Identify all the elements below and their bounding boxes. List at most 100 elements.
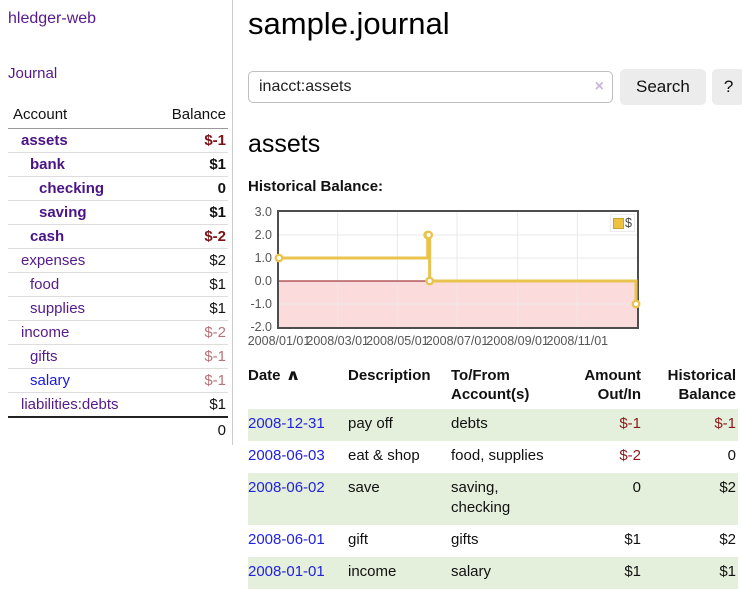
sidebar-item-journal[interactable]: Journal	[8, 65, 58, 82]
account-row: supplies $1	[8, 296, 228, 321]
account-link[interactable]: saving	[39, 204, 87, 221]
transaction-balance-cell: $-1	[714, 415, 736, 432]
account-row: saving $1	[8, 200, 228, 225]
register-header-row: Date ∧ Description To/From Account(s) Amo…	[248, 362, 738, 409]
account-name-cell: expenses	[8, 248, 151, 273]
account-name-cell: bank	[8, 152, 151, 177]
account-balance-cell: $-1	[150, 344, 228, 369]
y-tick-label: -2.0	[250, 320, 272, 334]
transaction-date-cell: 2008-06-03	[248, 441, 348, 473]
account-name-cell: supplies	[8, 296, 151, 321]
account-row: salary $-1	[8, 368, 228, 393]
account-link[interactable]: expenses	[21, 252, 86, 269]
transaction-account-cell: food, supplies	[451, 447, 544, 464]
transaction-balance-cell: $1	[719, 563, 736, 580]
sidebar-nav: Journal	[8, 65, 232, 83]
search-input[interactable]	[248, 71, 613, 103]
account-heading: assets	[248, 130, 321, 158]
accounts-total-row: 0	[8, 416, 228, 443]
account-link[interactable]: cash	[30, 228, 65, 245]
chart-legend: $	[610, 214, 635, 232]
account-link[interactable]: supplies	[30, 300, 86, 317]
x-tick-label: 2008/05/01	[366, 334, 429, 348]
register-header-account: To/From Account(s)	[451, 367, 530, 403]
transaction-account-cell: debts	[451, 415, 488, 432]
register-table: Date ∧ Description To/From Account(s) Amo…	[248, 362, 738, 589]
search-bar: × Search ?	[248, 69, 742, 105]
account-balance-cell: $1	[150, 296, 228, 321]
x-tick-label: 2008/09/01	[486, 334, 549, 348]
transaction-date-link[interactable]: 2008-06-03	[248, 447, 325, 464]
transaction-date-cell: 2008-06-02	[248, 473, 348, 525]
register-header-date[interactable]: Date ∧	[248, 367, 301, 384]
chart-canvas	[274, 212, 641, 327]
transaction-amount-cell: 0	[632, 479, 641, 496]
transaction-account-cell: gifts	[451, 531, 479, 548]
account-balance-cell: $1	[150, 152, 228, 177]
data-point	[274, 253, 284, 263]
account-link[interactable]: income	[21, 324, 70, 341]
transaction-description-cell: save	[348, 479, 380, 496]
x-tick-label: 2008/07/01	[425, 334, 489, 348]
transaction-date-link[interactable]: 2008-12-31	[248, 415, 325, 432]
account-balance-cell: $-1	[204, 132, 226, 149]
account-link[interactable]: checking	[39, 180, 105, 197]
y-tick-label: 0.0	[254, 274, 272, 288]
account-name-cell: liabilities:debts	[8, 392, 151, 417]
app-brand-link[interactable]: hledger-web	[8, 10, 97, 27]
register-header-description: Description	[348, 367, 431, 384]
account-name-cell: checking	[8, 176, 151, 201]
clear-search-icon[interactable]: ×	[594, 78, 604, 95]
transaction-date-link[interactable]: 2008-06-02	[248, 479, 325, 496]
account-balance-cell: 0	[150, 176, 228, 201]
account-row: gifts $-1	[8, 344, 228, 369]
sort-ascending-icon: ∧	[284, 367, 301, 384]
account-name-cell: income	[8, 320, 151, 345]
transaction-amount-cell: $-1	[619, 415, 641, 432]
account-link[interactable]: food	[30, 276, 60, 293]
transaction-amount-cell: $-2	[619, 447, 641, 464]
legend-swatch-icon	[613, 217, 625, 229]
transaction-amount-cell: $1	[624, 531, 641, 548]
account-name-cell: cash	[8, 224, 151, 249]
y-tick-label: -1.0	[250, 297, 272, 311]
account-link[interactable]: salary	[30, 372, 71, 389]
account-link[interactable]: gifts	[30, 348, 58, 365]
account-row: assets $-1	[8, 129, 228, 153]
sidebar: hledger-web Journal Account Balance asse…	[0, 0, 233, 445]
transaction-account-cell: saving, checking	[451, 479, 511, 516]
transaction-balance-cell: $2	[719, 479, 736, 496]
account-balance-cell: $1	[150, 272, 228, 297]
transaction-description-cell: gift	[348, 531, 369, 548]
account-link[interactable]: bank	[30, 156, 66, 173]
x-tick-label: 2008/03/01	[306, 334, 369, 348]
account-row: bank $1	[8, 152, 228, 177]
transaction-date-link[interactable]: 2008-06-01	[248, 531, 325, 548]
register-row: 2008-12-31 pay off debts $-1 $-1	[248, 409, 738, 441]
transaction-description-cell: income	[348, 563, 397, 580]
historical-balance-chart: $ 3.0 2.0 1.0 0.0 -1.0 -2.0 2008/01/01 2008/03/…	[248, 204, 738, 354]
y-tick-label: 1.0	[254, 251, 272, 265]
account-row: income $-2	[8, 320, 228, 345]
register-row: 2008-06-02 save saving, checking 0 $2	[248, 473, 738, 525]
legend-label: $	[625, 216, 632, 230]
account-balance-cell: $-2	[150, 224, 228, 249]
transaction-date-link[interactable]: 2008-01-01	[248, 563, 325, 580]
transaction-description-cell: eat & shop	[348, 447, 420, 464]
account-balance-cell: $-1	[150, 368, 228, 393]
register-row: 2008-06-03 eat & shop food, supplies $-2…	[248, 441, 738, 473]
register-header-balance: Historical Balance	[667, 367, 736, 403]
account-row: cash $-2	[8, 224, 228, 249]
data-point	[424, 230, 434, 240]
chart-heading: Historical Balance:	[248, 178, 384, 195]
account-link[interactable]: liabilities:debts	[21, 396, 119, 413]
help-button[interactable]: ?	[711, 69, 742, 105]
account-link[interactable]: assets	[21, 132, 68, 149]
search-button[interactable]: Search	[620, 69, 706, 105]
account-balance-cell: $1	[150, 200, 228, 225]
x-tick-label: 2008/11/01	[546, 334, 609, 348]
transaction-description-cell: pay off	[348, 415, 393, 432]
register-row: 2008-01-01 income salary $1 $1	[248, 557, 738, 589]
account-name-cell: saving	[8, 200, 151, 225]
transaction-account-cell: salary	[451, 563, 492, 580]
